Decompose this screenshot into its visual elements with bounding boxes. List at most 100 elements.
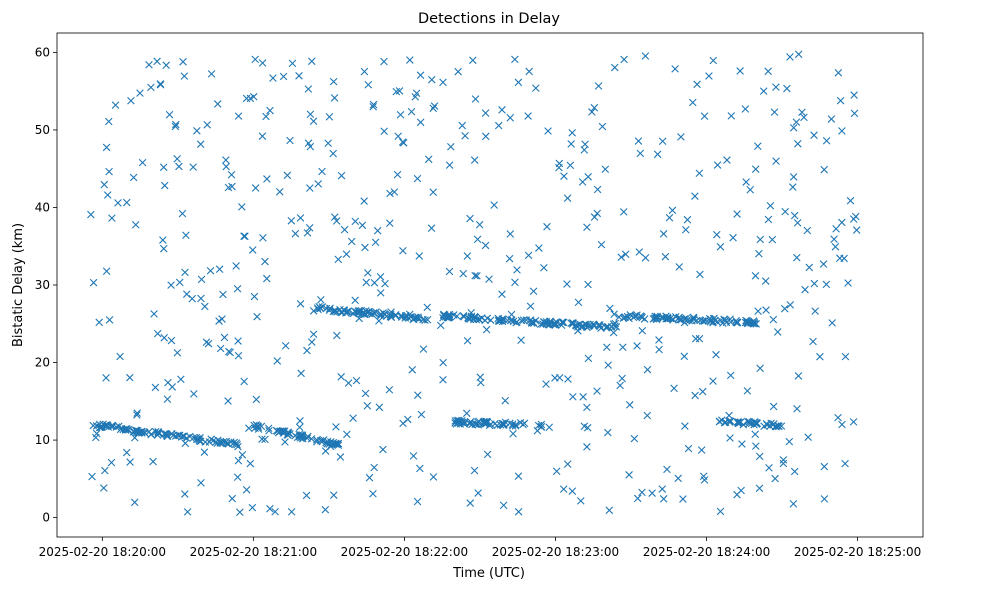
data-point [156,80,165,89]
data-point [691,192,699,200]
data-point [462,409,471,418]
y-tick-label: 40 [35,200,50,214]
data-point [89,278,98,287]
data-point [399,138,408,147]
data-point [174,431,182,440]
data-point [246,94,255,103]
data-point [111,101,120,109]
data-point [127,96,135,105]
data-point [841,459,849,468]
data-point [790,467,799,476]
data-point [834,68,843,77]
data-point [526,302,535,311]
data-point [569,392,577,401]
data-point [275,187,284,196]
data-point [822,136,831,145]
data-point [636,149,645,158]
data-point [474,489,482,497]
data-point [768,235,777,244]
data-point [466,214,474,223]
data-point [336,453,345,461]
data-point [794,372,803,380]
data-point [505,254,514,263]
data-point [643,411,652,420]
data-point [386,219,394,227]
data-point [360,197,368,205]
data-point [611,322,619,331]
data-point [508,420,517,428]
data-point [172,120,180,129]
data-point [334,255,343,264]
data-point [830,235,838,243]
data-point [466,499,475,507]
data-point [619,208,628,216]
data-point [801,285,809,294]
data-point [755,249,763,258]
data-point [112,423,121,431]
data-point [317,296,325,304]
data-point [372,308,380,316]
data-point [351,217,360,226]
data-point [602,343,611,352]
data-point [804,433,812,442]
x-tick-label: 2025-02-20 18:22:00 [341,545,468,559]
data-point [408,366,417,374]
data-point [100,180,109,189]
data-point [618,374,626,383]
data-point [769,402,778,411]
data-point [846,196,855,205]
data-point [207,435,215,443]
data-point [333,331,341,340]
data-point [792,118,801,126]
data-point [427,75,436,84]
data-point [351,296,359,305]
data-point [186,432,194,441]
data-point [682,314,691,323]
data-point [390,188,399,196]
data-point [177,375,185,384]
data-point [182,290,191,298]
data-point [594,321,603,329]
data-point [373,226,382,235]
data-point [726,371,735,380]
data-point [653,313,662,321]
data-point [475,220,484,229]
data-point [213,100,222,108]
data-point [681,225,690,234]
data-point [534,421,543,430]
data-point [133,411,141,419]
data-point [264,424,273,433]
data-point [238,203,246,211]
plot-area [56,32,924,538]
data-point [794,140,802,148]
data-point [126,373,134,382]
data-point [517,336,525,344]
data-point [286,136,294,145]
data-point [233,473,242,481]
data-point [263,175,271,183]
data-point [340,225,349,234]
data-point [413,174,422,183]
data-point [195,435,203,444]
data-point [463,336,472,345]
data-point [759,87,768,95]
data-point [445,311,453,320]
data-point [772,83,780,91]
data-point [750,418,758,427]
data-point [849,418,858,426]
data-point [506,114,515,122]
data-point [498,290,506,298]
data-point [309,307,318,315]
data-point [240,377,248,386]
data-point [313,304,322,312]
data-point [593,209,602,218]
data-point [133,409,141,417]
data-point [583,423,592,432]
data-point [749,319,757,328]
data-point [138,158,147,167]
data-point [674,474,682,483]
data-point [379,445,387,454]
data-point [745,419,754,428]
data-point [417,410,426,419]
